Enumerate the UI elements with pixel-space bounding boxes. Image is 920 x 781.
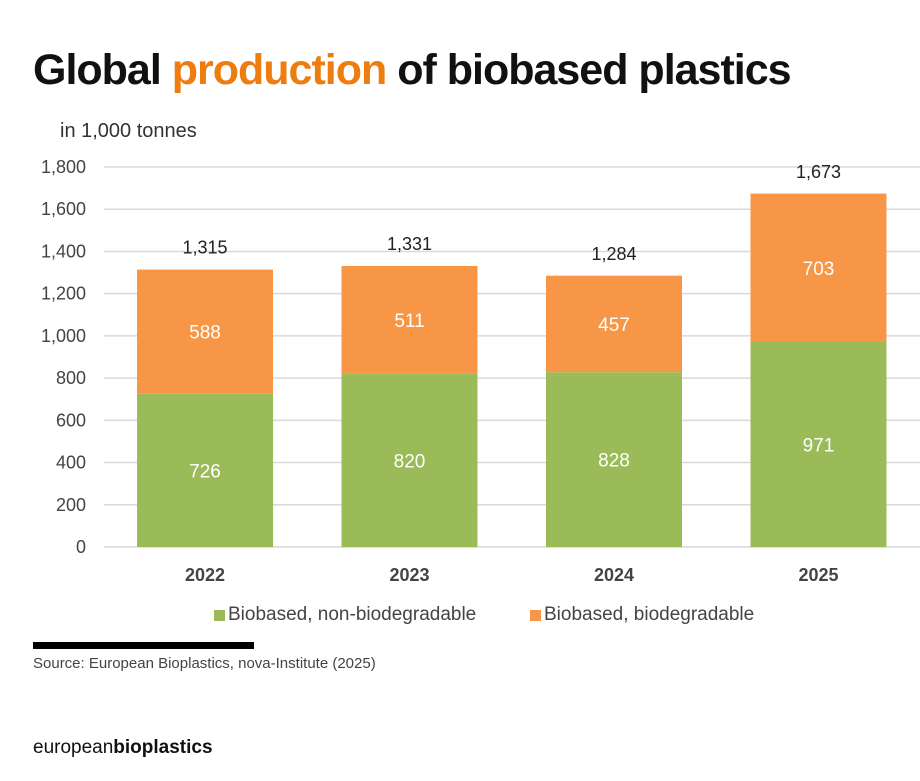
y-tick-label: 1,600: [41, 199, 86, 219]
x-tick-label: 2023: [389, 565, 429, 585]
title-highlight: production: [171, 46, 388, 94]
legend-label: Biobased, non-biodegradable: [228, 604, 477, 625]
bar-total-label: 1,331: [387, 234, 432, 254]
bar-segment-non-biodegradable: [137, 393, 273, 547]
logo-regular: european: [33, 737, 114, 758]
bar-value-label: 726: [189, 461, 221, 482]
title-prefix: Global: [33, 46, 172, 94]
chart-title: Global production of biobased plastics: [33, 46, 792, 95]
source-note: Source: European Bioplastics, nova-Insti…: [33, 655, 376, 672]
bar-value-label: 457: [598, 315, 630, 336]
bars: 726 588 1,315 820 511 1,331 828 457 1,284 971 703 1…: [137, 162, 887, 547]
y-tick-label: 600: [56, 410, 86, 430]
y-tick-label: 1,800: [41, 157, 86, 177]
y-tick-label: 1,000: [41, 326, 86, 346]
y-axis-unit-label: in 1,000 tonnes: [60, 120, 197, 142]
y-tick-label: 1,200: [41, 284, 86, 304]
legend-item-biodegradable: Biobased, biodegradable: [530, 604, 754, 626]
bar-total-label: 1,284: [591, 244, 636, 264]
y-tick-label: 0: [76, 537, 86, 557]
bar-value-label: 703: [803, 259, 835, 280]
bar-segment-biodegradable: [137, 269, 273, 394]
logo: europeanbioplastics: [33, 737, 213, 759]
stacked-bar-chart: 0 200 400 600 800 1,000 1,200 1,400 1,600 1,800 7…: [41, 157, 920, 585]
legend-swatch-orange: [530, 609, 541, 621]
divider-bar: [33, 642, 254, 649]
bar-value-label: 828: [598, 451, 630, 472]
bar-value-label: 511: [394, 311, 424, 332]
y-tick-label: 800: [56, 368, 86, 388]
x-tick-label: 2024: [594, 565, 634, 585]
logo-bold: bioplastics: [113, 737, 213, 758]
y-tick-label: 400: [56, 453, 86, 473]
x-tick-label: 2025: [798, 565, 838, 585]
legend-swatch-green: [214, 609, 225, 621]
bar-segment-biodegradable: [546, 275, 682, 373]
title-suffix: of biobased plastics: [386, 46, 791, 94]
bar-segment-biodegradable: [750, 193, 887, 343]
bar-segment-non-biodegradable: [341, 373, 478, 547]
x-tick-label: 2022: [185, 565, 225, 585]
bar-segment-biodegradable: [341, 266, 478, 374]
bar-segment-non-biodegradable: [546, 372, 682, 547]
bar-segment-non-biodegradable: [750, 342, 887, 547]
bar-total-label: 1,315: [182, 237, 227, 257]
legend-label: Biobased, biodegradable: [544, 604, 755, 625]
y-axis-ticks: 0 200 400 600 800 1,000 1,200 1,400 1,600 1,800: [41, 157, 86, 557]
x-axis-ticks: 2022 2023 2024 2025: [185, 565, 839, 585]
bar-value-label: 588: [189, 323, 221, 344]
bar-value-label: 820: [394, 451, 426, 472]
y-tick-label: 200: [56, 495, 86, 515]
bar-value-label: 971: [803, 436, 835, 457]
legend-item-non-biodegradable: Biobased, non-biodegradable: [214, 604, 476, 626]
y-tick-label: 1,400: [41, 241, 86, 261]
bar-total-label: 1,673: [796, 162, 841, 182]
